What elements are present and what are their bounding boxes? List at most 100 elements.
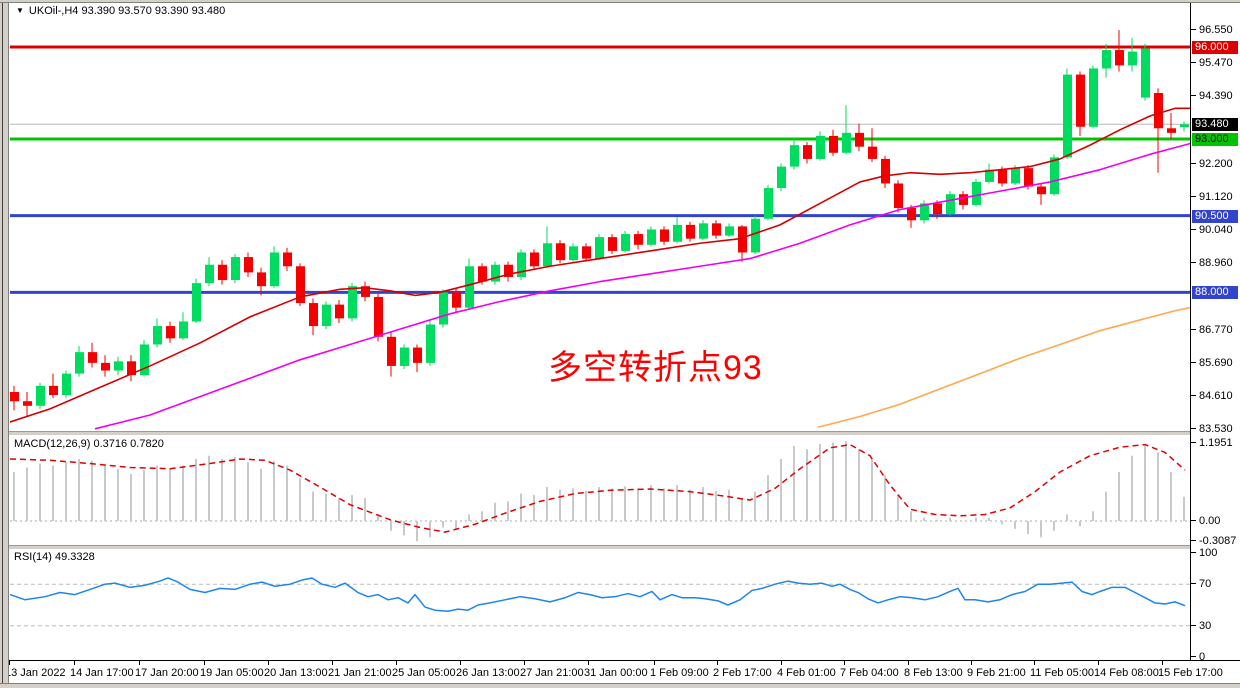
axis-tick-label: 88.960 xyxy=(1191,257,1233,269)
candle-body xyxy=(998,169,1007,184)
candle-body xyxy=(270,252,279,287)
date-label: 31 Jan 00:00 xyxy=(584,667,648,679)
pane-separator-macd[interactable] xyxy=(9,431,1240,436)
macd-signal-line[interactable] xyxy=(10,443,1186,533)
time-tick xyxy=(139,661,140,665)
candle-body xyxy=(1011,168,1020,184)
candle-body xyxy=(387,336,396,366)
price-badge-96.000[interactable]: 96.000 xyxy=(1192,41,1238,54)
candle-body xyxy=(101,362,110,371)
time-tick xyxy=(781,661,782,665)
candle-body xyxy=(907,208,916,221)
candle-body xyxy=(634,234,643,245)
date-label: 9 Feb 21:00 xyxy=(967,667,1026,679)
rsi-line[interactable] xyxy=(10,577,1186,612)
candle-body xyxy=(452,292,461,308)
candle-body xyxy=(1102,50,1111,69)
time-tick xyxy=(971,661,972,665)
time-tick xyxy=(717,661,718,665)
candle-body xyxy=(673,224,682,242)
candle-body xyxy=(127,361,136,376)
candle-body xyxy=(62,373,71,396)
candle-body xyxy=(868,146,877,159)
time-tick xyxy=(1162,661,1163,665)
candle-body xyxy=(283,252,292,267)
window-border-top xyxy=(0,0,1240,3)
candle-body xyxy=(491,264,500,282)
candle-body xyxy=(803,145,812,159)
chevron-down-icon[interactable]: ▼ xyxy=(16,6,24,15)
time-tick xyxy=(588,661,589,665)
axis-tick-label: 85.690 xyxy=(1191,357,1233,369)
candle-body xyxy=(985,169,994,182)
date-label: 4 Feb 01:00 xyxy=(777,667,836,679)
candle-body xyxy=(75,352,84,374)
candle-body xyxy=(1037,186,1046,195)
axis-tick-label: 0.00 xyxy=(1191,515,1220,527)
chart-canvas[interactable] xyxy=(10,3,1190,660)
price-badge-88.000[interactable]: 88.000 xyxy=(1192,286,1238,300)
candle-body xyxy=(1024,168,1033,187)
axis-tick-label: 1.1951 xyxy=(1191,437,1233,449)
axis-tick-label: 100 xyxy=(1191,547,1217,559)
pane-separator-rsi[interactable] xyxy=(9,545,1240,550)
candle-body xyxy=(712,223,721,236)
rsi-label: RSI(14) 49.3328 xyxy=(14,551,95,563)
price-badge-93.480[interactable]: 93.480 xyxy=(1192,118,1238,132)
candle-body xyxy=(959,194,968,205)
candle-body xyxy=(660,229,669,242)
axis-tick-label: -0.3087 xyxy=(1191,535,1236,547)
candle-body xyxy=(517,252,526,278)
axis-tick-label: 70 xyxy=(1191,578,1211,590)
axis-tick-label: 96.550 xyxy=(1191,24,1233,36)
candle-body xyxy=(777,166,786,189)
chart-background xyxy=(9,3,1240,688)
time-tick xyxy=(9,661,10,665)
axis-tick-label: 30 xyxy=(1191,620,1211,632)
candle-body xyxy=(920,203,929,221)
axis-tick-label: 94.390 xyxy=(1191,90,1233,102)
date-label: 20 Jan 13:00 xyxy=(264,667,328,679)
candle-body xyxy=(335,304,344,319)
time-axis[interactable]: 13 Jan 2022 14 Jan 17:00 17 Jan 20:00 19 Ja… xyxy=(0,660,1240,684)
candle-body xyxy=(88,352,97,363)
candle-body xyxy=(608,237,617,251)
ma-fast-red[interactable] xyxy=(10,107,1190,423)
axis-tick-label: 91.120 xyxy=(1191,191,1233,203)
candle-body xyxy=(816,135,825,159)
candle-body xyxy=(348,286,357,319)
time-tick xyxy=(908,661,909,665)
candle-body xyxy=(374,296,383,337)
date-label: 2 Feb 17:00 xyxy=(713,667,772,679)
chart-annotation-text[interactable]: 多空转折点93 xyxy=(548,349,763,387)
symbol-info-bar[interactable]: ▼ UKOil-,H4 93.390 93.570 93.390 93.480 xyxy=(16,5,225,17)
time-tick xyxy=(268,661,269,665)
time-tick xyxy=(844,661,845,665)
date-label: 11 Feb 05:00 xyxy=(1030,667,1095,679)
candle-body xyxy=(1128,51,1137,66)
price-axis[interactable]: 96.550 95.470 94.390 92.200 91.120 90.040 88.9… xyxy=(1190,3,1240,663)
window-border-left xyxy=(0,0,9,688)
candle-body xyxy=(1063,74,1072,158)
candle-body xyxy=(725,226,734,236)
candle-body xyxy=(322,304,331,327)
candle-body xyxy=(595,237,604,259)
ma-slow-orange[interactable] xyxy=(817,306,1190,429)
candle-body xyxy=(582,246,591,259)
candle-body xyxy=(569,246,578,261)
candle-body xyxy=(1050,157,1059,195)
candle-body xyxy=(140,344,149,376)
symbol-ohlc-text: UKOil-,H4 93.390 93.570 93.390 93.480 xyxy=(28,5,226,17)
candle-body xyxy=(543,243,552,267)
candle-body xyxy=(296,266,305,304)
price-badge-93.000[interactable]: 93.000 xyxy=(1192,133,1238,146)
candle-body xyxy=(192,283,201,322)
date-label: 1 Feb 09:00 xyxy=(650,667,709,679)
candle-body xyxy=(205,264,214,284)
price-badge-90.500[interactable]: 90.500 xyxy=(1192,209,1238,223)
window-border-bottom xyxy=(0,683,1240,688)
candle-body xyxy=(881,158,890,184)
ma-mid-magenta[interactable] xyxy=(94,142,1190,430)
candle-body xyxy=(1115,50,1124,66)
axis-tick-label: 86.770 xyxy=(1191,324,1233,336)
